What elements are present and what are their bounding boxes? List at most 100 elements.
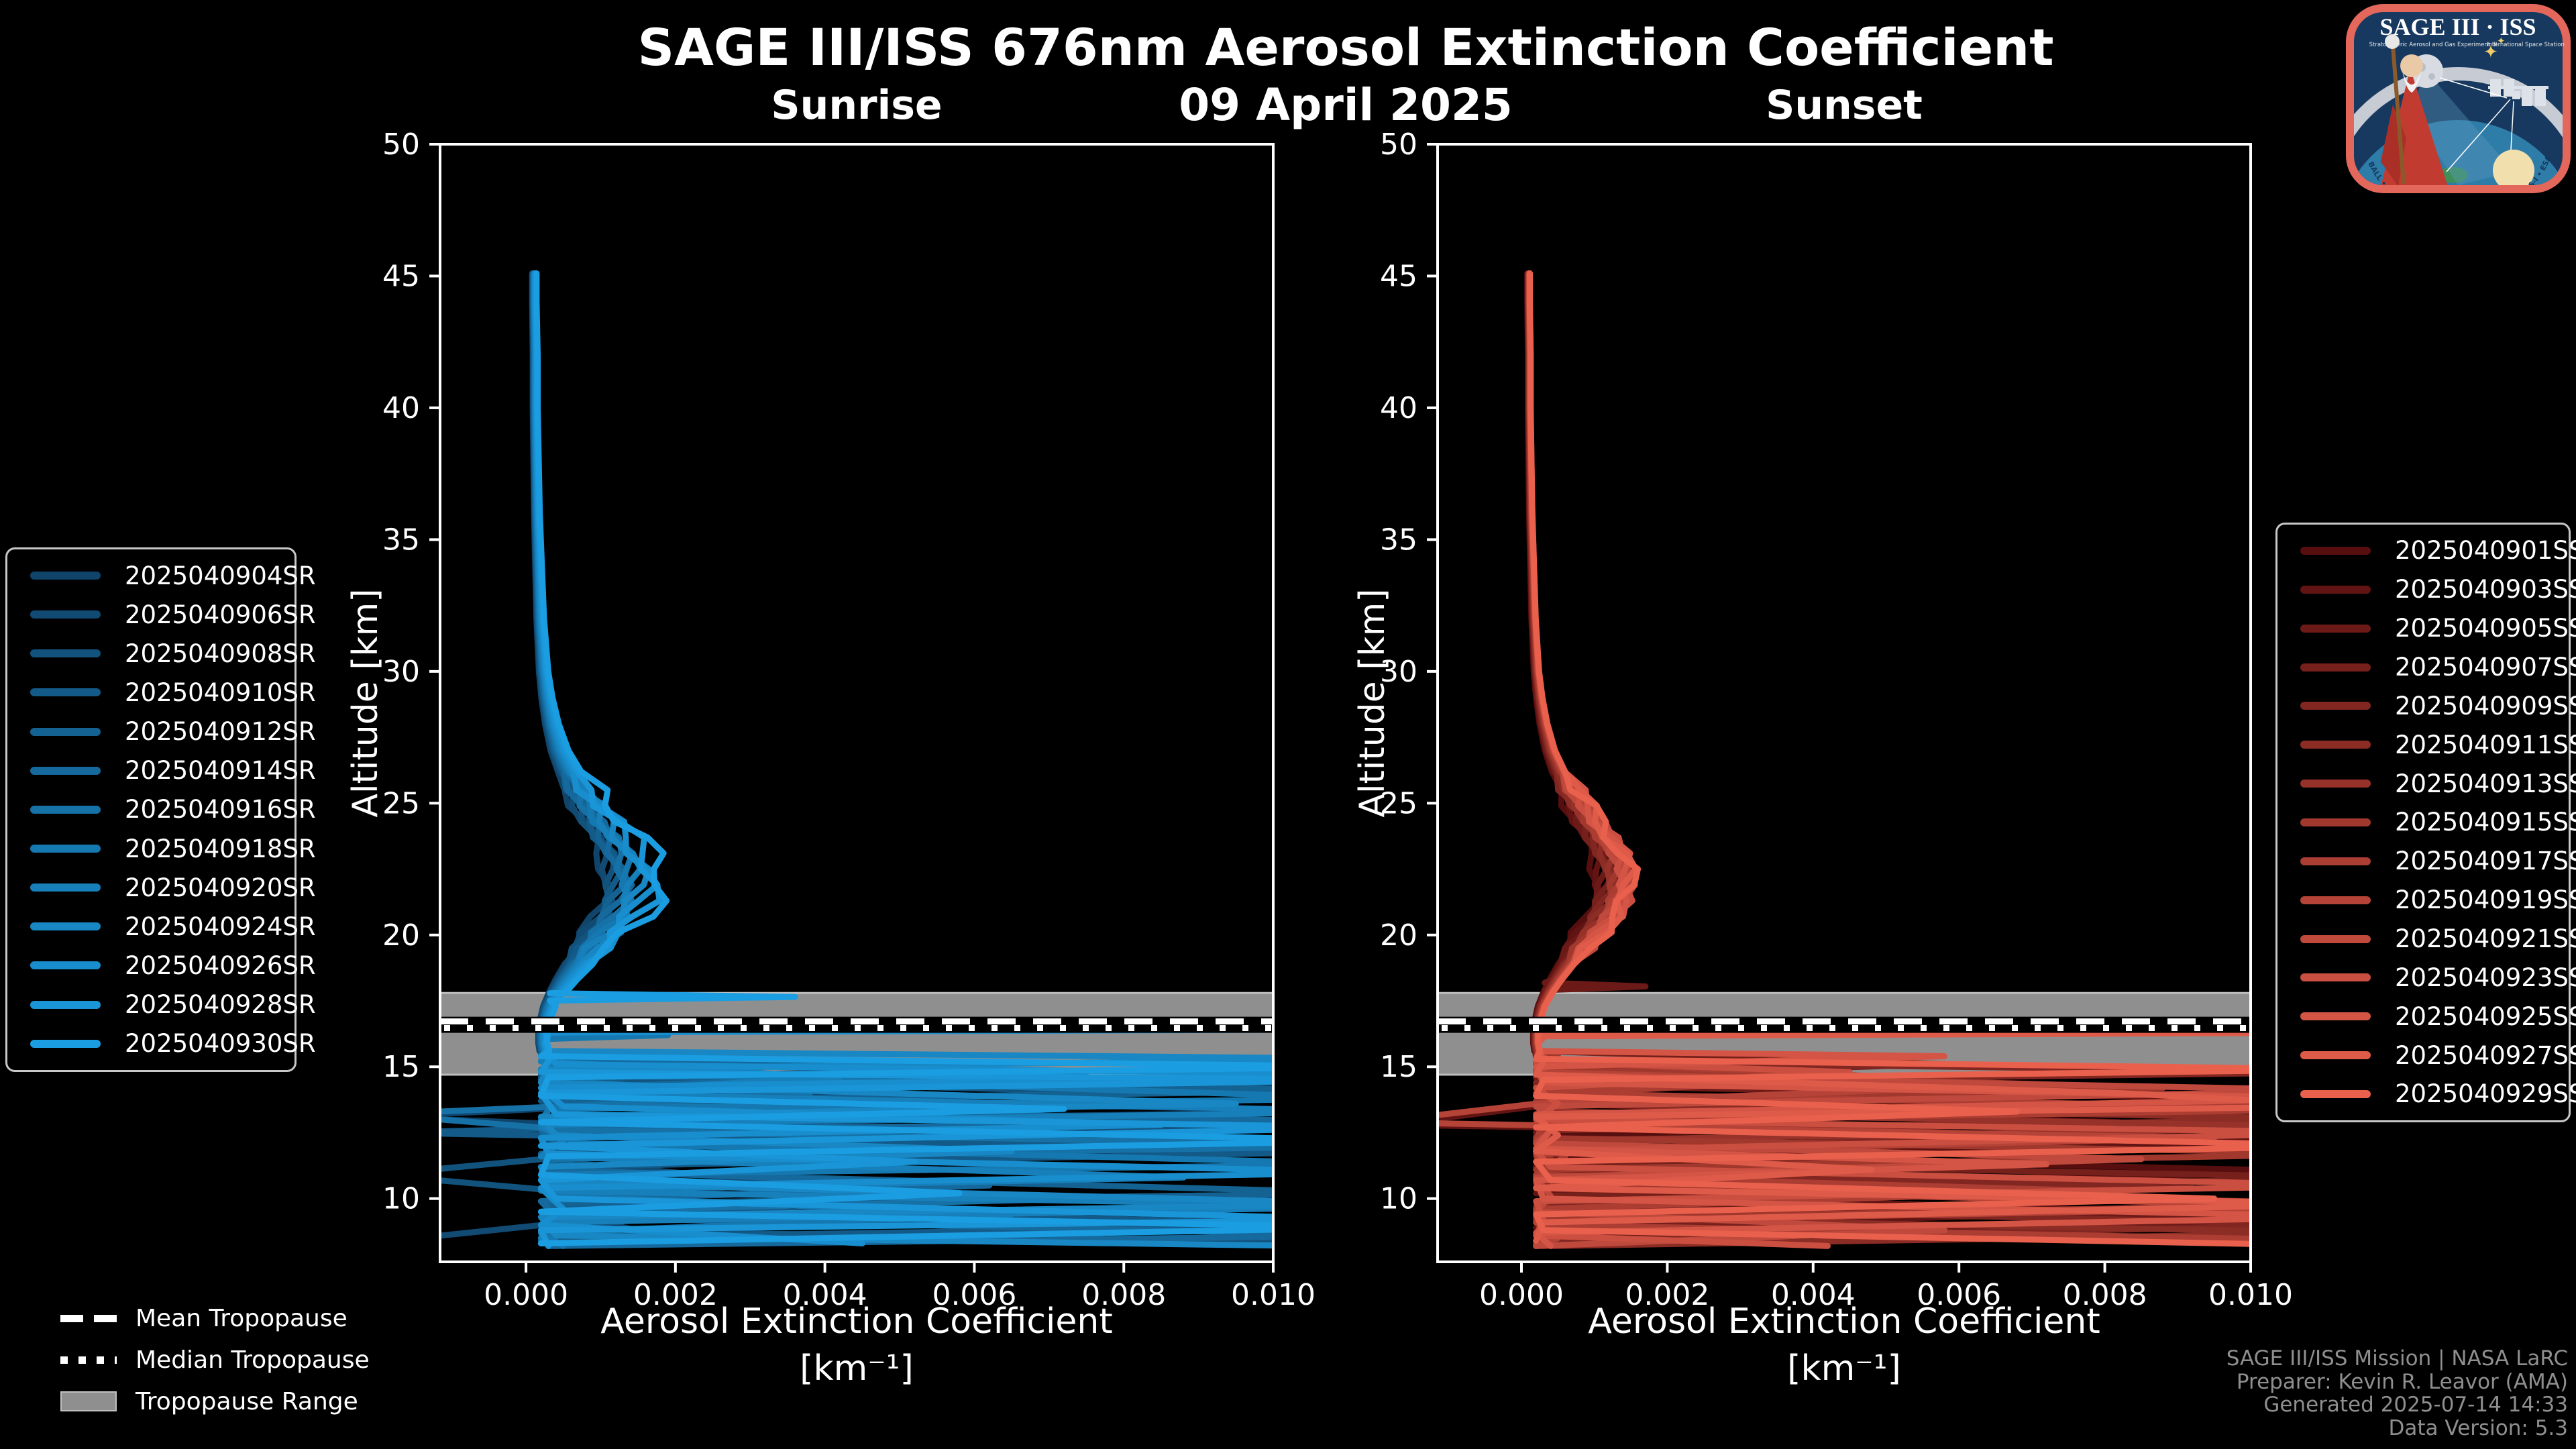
legend-line-swatch (2300, 780, 2371, 788)
legend-label: 2025040912SR (125, 717, 316, 747)
sight-line (2439, 77, 2508, 99)
legend-label: 2025040914SR (125, 756, 316, 786)
legend-label: 2025040908SR (125, 639, 316, 668)
y-tick-label: 35 (382, 523, 420, 557)
legend-line-swatch (2300, 1051, 2371, 1060)
y-tick-label: 25 (1380, 786, 1417, 820)
sunset-x-axis-label: Aerosol Extinction Coefficient (1588, 1301, 2100, 1342)
legend-item: 2025040915SS (2277, 808, 2576, 837)
legend-label: 2025040923SS (2395, 963, 2576, 992)
sunset-legend: 2025040901SS 2025040903SS 2025040905SS 2025… (2275, 523, 2576, 1122)
credit-preparer: Preparer: Kevin R. Leavor (AMA) (2236, 1369, 2568, 1394)
x-tick-label: 0.002 (633, 1278, 718, 1312)
y-tick-label: 45 (382, 259, 420, 293)
legend-item: 2025040906SR (7, 600, 316, 629)
patch-subtitle-right: International Space Station (2487, 42, 2565, 48)
legend-label: 2025040918SR (125, 834, 316, 863)
legend-item: 2025040909SS (2277, 692, 2576, 720)
legend-label: 2025040910SR (125, 678, 316, 707)
legend-item: 2025040918SR (7, 835, 316, 863)
legend-item: 2025040917SS (2277, 847, 2576, 875)
patch-subtitle-left: Stratospheric Aerosol and Gas Experiment… (2369, 42, 2498, 48)
legend-label: 2025040901SS (2395, 536, 2576, 566)
legend-line-swatch (30, 766, 101, 775)
profile-line-2025040929SS (1527, 270, 2251, 1247)
legend-line-swatch (2300, 1089, 2371, 1098)
legend-label: 2025040929SS (2395, 1079, 2576, 1109)
sunrise-y-axis-label: Altitude [km] (345, 588, 386, 818)
legend-line-swatch (30, 845, 101, 853)
y-tick-label: 40 (1380, 391, 1417, 425)
legend-item: 2025040923SS (2277, 963, 2576, 992)
legend-item: 2025040904SR (7, 561, 316, 590)
plot-area (440, 270, 1273, 1249)
y-tick-label: 50 (382, 127, 420, 162)
y-tick-label: 15 (1380, 1050, 1417, 1084)
legend-line-swatch (30, 649, 101, 658)
legend-item: 2025040905SS (2277, 614, 2576, 643)
legend-item: 2025040920SR (7, 873, 316, 902)
moon-crater (2428, 73, 2435, 80)
x-tick-label: 0.002 (1625, 1278, 1709, 1312)
legend-label: 2025040905SS (2395, 614, 2576, 643)
legend-line-swatch (30, 961, 101, 970)
patch-ring (2354, 67, 2563, 185)
legend-label: 2025040930SR (125, 1029, 316, 1059)
legend-item: 2025040930SR (7, 1029, 316, 1058)
axes-spines (1436, 143, 2252, 1263)
legend-label: 2025040903SS (2395, 575, 2576, 604)
sun-icon (2493, 150, 2534, 185)
legend-label: 2025040904SR (125, 561, 316, 590)
y-tick-label: 50 (1380, 127, 1417, 162)
earth-land (2438, 167, 2468, 183)
legend-item: 2025040908SR (7, 639, 316, 668)
legend-label: 2025040906SR (125, 600, 316, 629)
median-tropopause-label: Median Tropopause (136, 1346, 370, 1374)
legend-item: 2025040929SS (2277, 1079, 2576, 1108)
legend-line-swatch (30, 805, 101, 814)
legend-line-swatch (30, 727, 101, 736)
x-tick-label: 0.006 (932, 1278, 1016, 1312)
legend-line-swatch (30, 688, 101, 697)
legend-line-swatch (2300, 857, 2371, 865)
legend-item: 2025040910SR (7, 678, 316, 707)
y-tick-label: 20 (382, 918, 420, 953)
x-tick-label: 0.000 (1479, 1278, 1564, 1312)
legend-item: 2025040914SR (7, 756, 316, 785)
legend-line-swatch (30, 572, 101, 580)
legend-line-swatch (2300, 741, 2371, 749)
legend-label: 2025040911SS (2395, 730, 2576, 759)
star-icon: ✦ (2497, 35, 2506, 47)
star-icon: ✦ (2483, 42, 2498, 62)
sage-iss-mission-patch: ✦ ✦ BALL • NASA LANGLEY RESEARCH (2346, 4, 2571, 193)
legend-label: 2025040927SS (2395, 1040, 2576, 1070)
sunset-x-axis-unit: [km⁻¹] (1787, 1348, 1901, 1389)
y-tick-label: 10 (1380, 1182, 1417, 1216)
legend-label: 2025040928SR (125, 990, 316, 1020)
legend-item: 2025040911SS (2277, 731, 2576, 759)
legend-item: 2025040928SR (7, 990, 316, 1019)
y-tick-label: 20 (1380, 918, 1417, 953)
legend-item: 2025040907SS (2277, 653, 2576, 682)
sunset-y-axis-label: Altitude [km] (1352, 588, 1393, 818)
credit-generated: Generated 2025-07-14 14:33 (2263, 1393, 2568, 1417)
sight-line (2446, 99, 2511, 172)
legend-label: 2025040917SS (2395, 847, 2576, 876)
legend-line-swatch (2300, 896, 2371, 904)
median-tropopause-legend-item: Median Tropopause (60, 1346, 370, 1374)
dashed-line-icon (60, 1314, 117, 1322)
legend-label: 2025040926SR (125, 951, 316, 980)
legend-item: 2025040925SS (2277, 1002, 2576, 1031)
tropopause-range-legend-item: Tropopause Range (60, 1388, 370, 1415)
light-beam (2410, 71, 2514, 185)
legend-label: 2025040916SR (125, 795, 316, 824)
legend-line-swatch (2300, 818, 2371, 826)
gray-band-icon (60, 1391, 117, 1411)
mean-tropopause-label: Mean Tropopause (136, 1304, 347, 1332)
date-title: 09 April 2025 (1179, 79, 1513, 131)
credits-block: SAGE III/ISS Mission | NASA LaRC Prepare… (2226, 1347, 2568, 1440)
sunrise-x-axis-label: Aerosol Extinction Coefficient (600, 1301, 1113, 1342)
legend-line-swatch (2300, 624, 2371, 633)
legend-label: 2025040915SS (2395, 808, 2576, 837)
